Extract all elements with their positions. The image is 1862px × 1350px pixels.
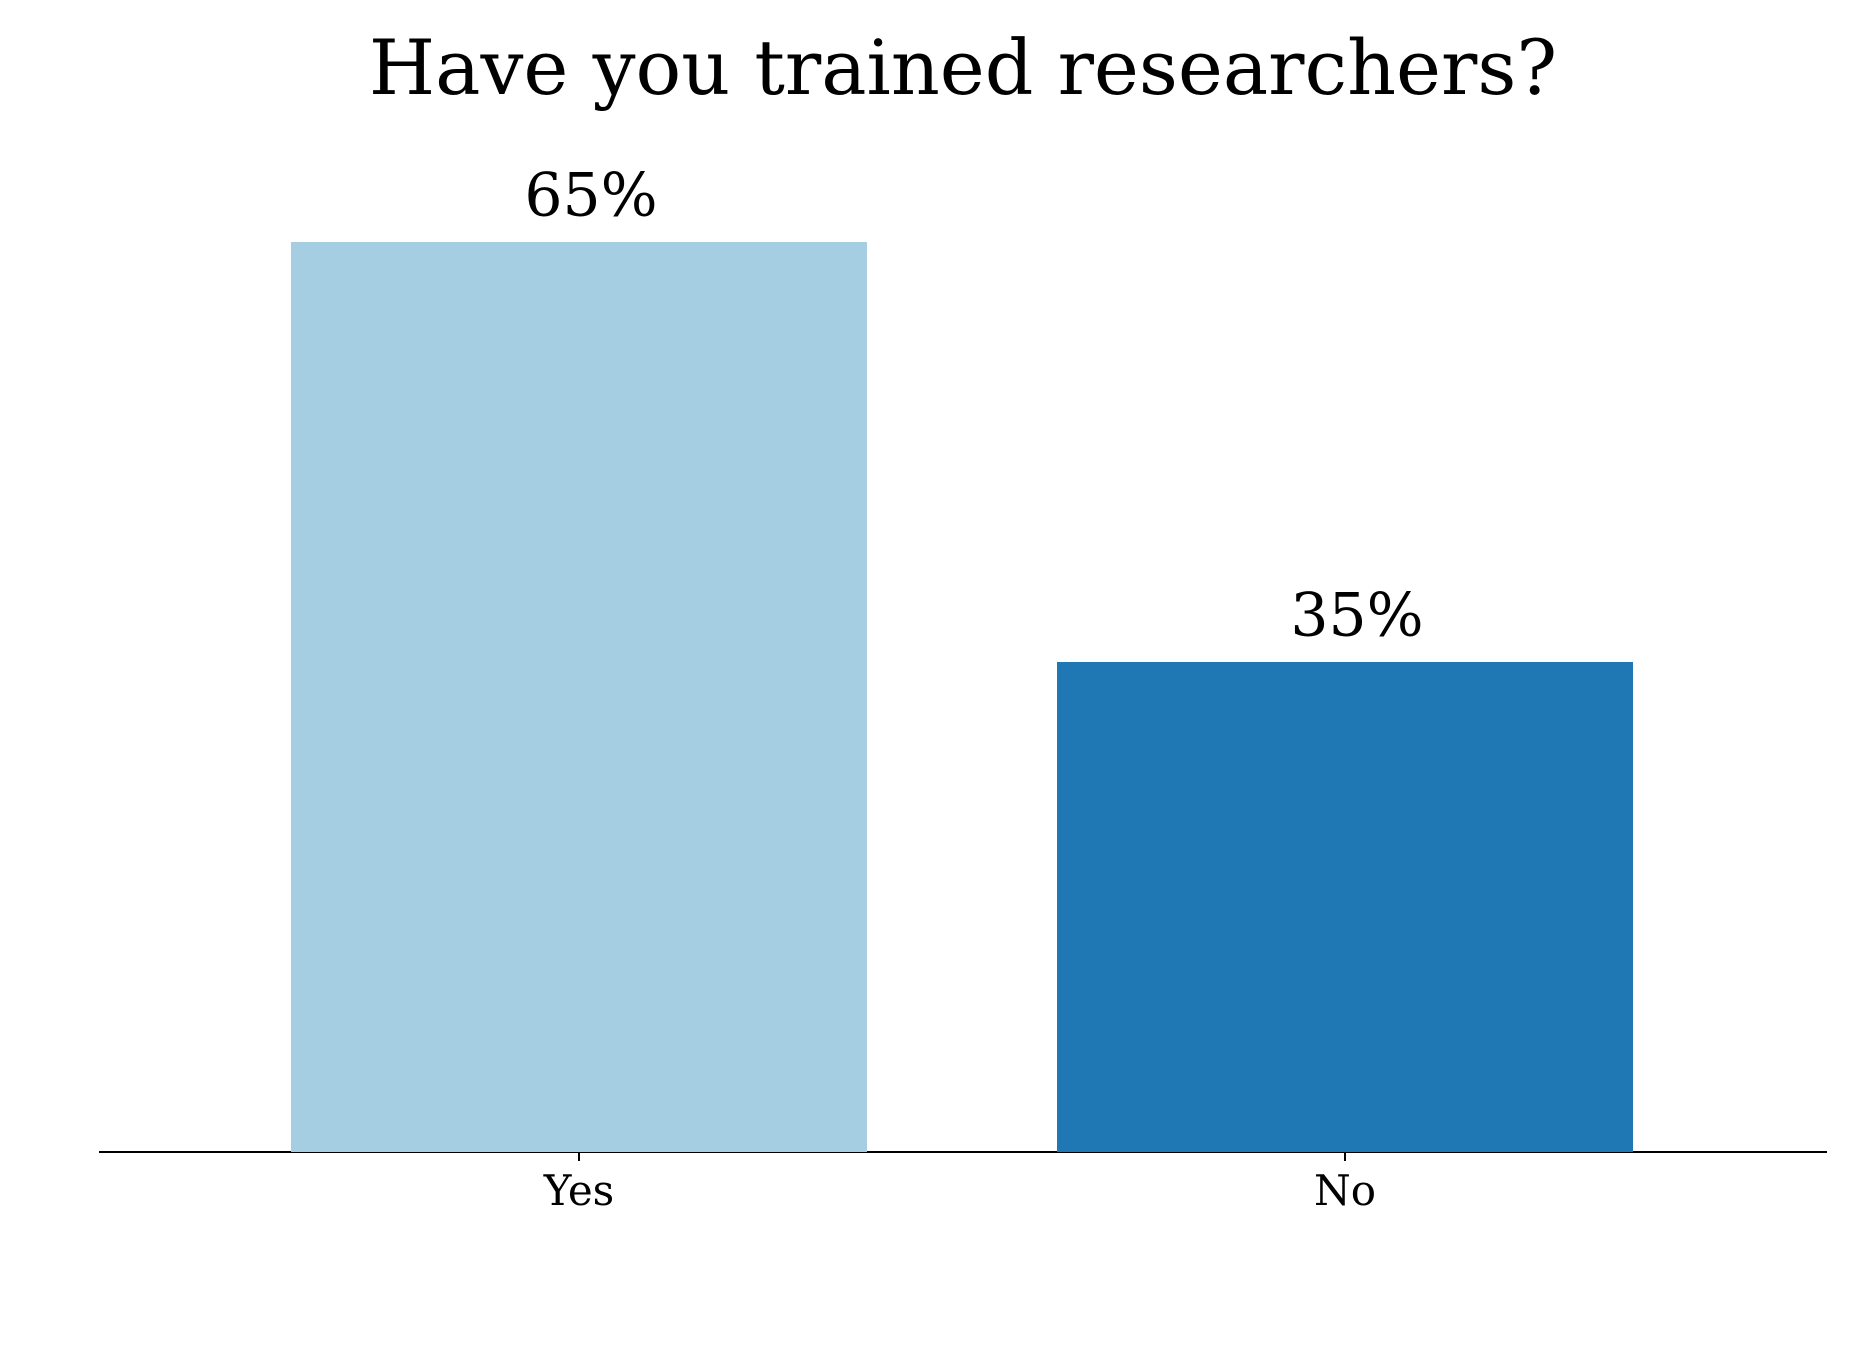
- bar: [1057, 662, 1633, 1152]
- x-tick-label: Yes: [543, 1166, 615, 1215]
- value-label: 65%: [524, 161, 657, 231]
- chart-title: Have you trained researchers?: [369, 23, 1557, 112]
- bar: [291, 242, 867, 1152]
- x-tick-label: No: [1314, 1166, 1376, 1215]
- value-label: 35%: [1290, 581, 1423, 651]
